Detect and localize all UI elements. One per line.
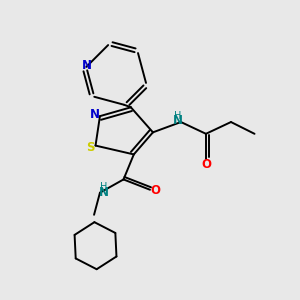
Text: H: H bbox=[174, 110, 182, 121]
Text: O: O bbox=[201, 158, 211, 171]
Text: N: N bbox=[82, 59, 92, 72]
Text: H: H bbox=[100, 182, 107, 192]
Text: N: N bbox=[90, 108, 100, 121]
Text: O: O bbox=[150, 184, 160, 197]
Text: S: S bbox=[86, 141, 94, 154]
Text: N: N bbox=[173, 114, 183, 127]
Text: N: N bbox=[99, 186, 109, 199]
